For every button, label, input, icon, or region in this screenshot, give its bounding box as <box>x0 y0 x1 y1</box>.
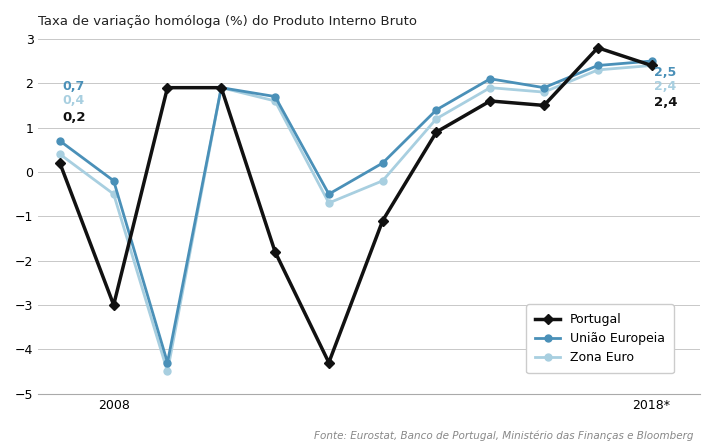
Text: 0,2: 0,2 <box>63 111 86 124</box>
Text: 0,4: 0,4 <box>63 94 85 108</box>
Text: 0,7: 0,7 <box>63 80 85 93</box>
Text: Taxa de variação homóloga (%) do Produto Interno Bruto: Taxa de variação homóloga (%) do Produto… <box>39 15 418 28</box>
Legend: Portugal, União Europeia, Zona Euro: Portugal, União Europeia, Zona Euro <box>526 304 674 373</box>
Text: 2,5: 2,5 <box>654 66 676 79</box>
Text: 2,4: 2,4 <box>654 96 678 109</box>
Text: Fonte: Eurostat, Banco de Portugal, Ministério das Finanças e Bloomberg: Fonte: Eurostat, Banco de Portugal, Mini… <box>314 430 694 441</box>
Text: 2,4: 2,4 <box>654 80 676 93</box>
